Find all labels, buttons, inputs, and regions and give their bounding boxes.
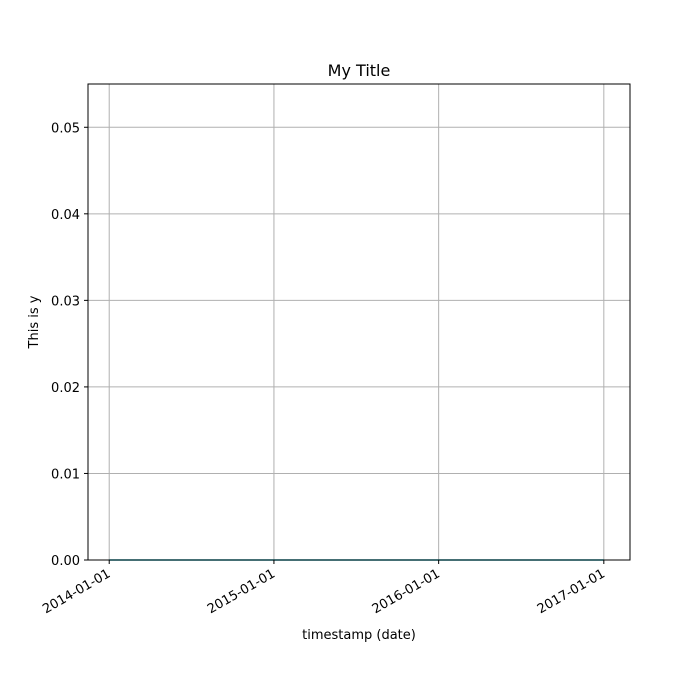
y-tick-label: 0.01 [51,467,80,482]
y-tick-label: 0.04 [51,208,80,223]
chart-title: My Title [328,61,391,80]
y-tick-label: 0.03 [51,294,80,309]
plot-frame [87,83,631,561]
y-tick-label: 0.05 [51,121,80,136]
x-axis-label: timestamp (date) [302,628,416,643]
y-tick-label: 0.02 [51,381,80,396]
y-tick-label: 0.00 [51,554,80,569]
y-axis-label: This is y [27,295,42,349]
